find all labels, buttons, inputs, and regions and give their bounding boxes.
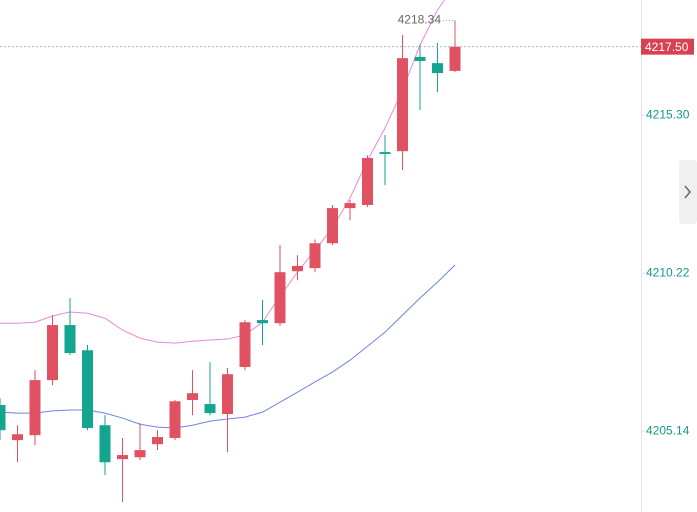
candle-body <box>257 320 268 324</box>
candle-body <box>432 63 443 74</box>
scroll-tab[interactable] <box>679 160 697 224</box>
last-price-label: 4217.50 <box>645 40 689 54</box>
candle-body <box>117 455 128 460</box>
candle-body <box>414 56 426 61</box>
candle-body <box>344 203 356 209</box>
scroll-arrow[interactable] <box>684 185 691 199</box>
last-price-tag <box>641 38 694 55</box>
candle-body <box>274 272 286 324</box>
y-tick-label: 4210.22 <box>646 265 690 279</box>
candle-body <box>449 46 461 71</box>
y-tick-label: 4215.30 <box>646 107 690 121</box>
candle-body <box>309 243 321 269</box>
candle-body <box>362 158 373 205</box>
candle-body <box>99 425 111 463</box>
overlay-line <box>0 0 446 344</box>
candle-body <box>327 208 338 244</box>
candle-body <box>0 404 6 431</box>
candle-body <box>82 350 93 429</box>
candle-body <box>187 393 198 401</box>
candle-body <box>12 434 23 441</box>
max-label: 4218.34 <box>398 13 442 27</box>
candle-body <box>239 322 251 368</box>
candle-body <box>134 450 146 458</box>
candle-body <box>397 58 408 152</box>
candle-body <box>64 325 76 354</box>
candle-body <box>222 374 233 415</box>
candle-body <box>379 152 391 154</box>
candle-body <box>292 265 303 272</box>
scroll-tab-bg[interactable] <box>679 160 697 224</box>
plot-area <box>0 0 461 503</box>
candle-body <box>169 401 181 438</box>
y-tick-label: 4205.14 <box>646 423 690 437</box>
candle-body <box>152 437 163 445</box>
candle-body <box>47 325 58 381</box>
candle-body <box>29 380 41 436</box>
candle-body <box>204 404 216 414</box>
